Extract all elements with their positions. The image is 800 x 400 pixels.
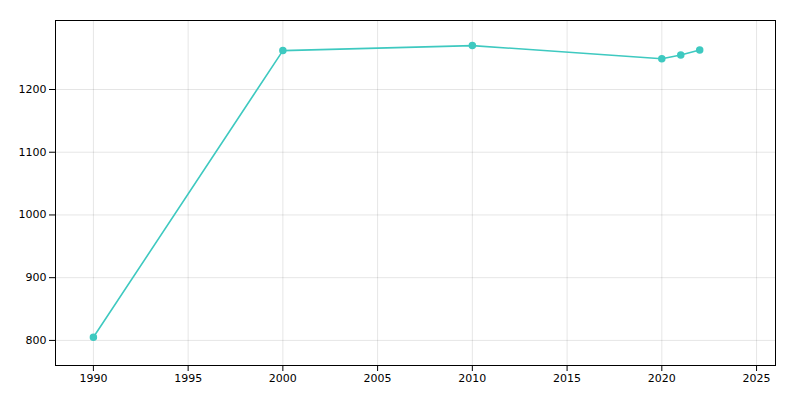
svg-text:1990: 1990 [79,372,107,385]
svg-text:2020: 2020 [648,372,676,385]
svg-text:1000: 1000 [19,208,47,221]
svg-text:900: 900 [26,271,47,284]
svg-text:2015: 2015 [553,372,581,385]
svg-text:800: 800 [26,334,47,347]
svg-text:2025: 2025 [743,372,771,385]
svg-text:2005: 2005 [364,372,392,385]
svg-text:1995: 1995 [174,372,202,385]
svg-text:2010: 2010 [458,372,486,385]
svg-text:1200: 1200 [19,83,47,96]
svg-text:1100: 1100 [19,146,47,159]
svg-text:2000: 2000 [269,372,297,385]
